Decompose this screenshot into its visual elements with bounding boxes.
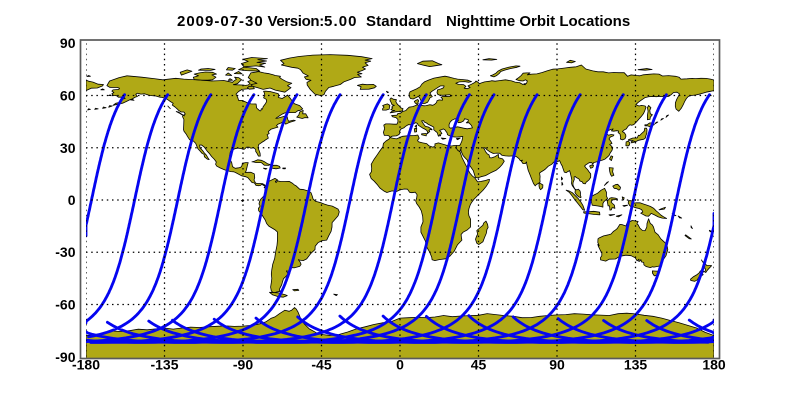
svg-text:-90: -90 <box>233 357 253 373</box>
svg-text:45: 45 <box>471 357 487 373</box>
svg-text:180: 180 <box>702 357 726 373</box>
svg-text:135: 135 <box>624 357 648 373</box>
svg-text:-60: -60 <box>55 297 75 313</box>
svg-text:0: 0 <box>396 357 404 373</box>
svg-text:-30: -30 <box>55 244 75 260</box>
svg-text:-180: -180 <box>72 357 100 373</box>
svg-text:0: 0 <box>68 192 76 208</box>
svg-text:60: 60 <box>60 88 76 104</box>
svg-text:Version:: Version: <box>268 13 324 30</box>
svg-text:-45: -45 <box>311 357 331 373</box>
svg-text:2009-07-30: 2009-07-30 <box>177 13 264 30</box>
svg-text:-135: -135 <box>150 357 178 373</box>
svg-text:Nighttime Orbit Locations: Nighttime Orbit Locations <box>446 13 630 30</box>
svg-text:-90: -90 <box>55 349 75 365</box>
svg-text:30: 30 <box>60 140 76 156</box>
svg-text:90: 90 <box>60 35 76 51</box>
svg-text:Standard: Standard <box>366 13 432 30</box>
svg-text:5.00: 5.00 <box>324 13 358 30</box>
svg-text:90: 90 <box>549 357 565 373</box>
